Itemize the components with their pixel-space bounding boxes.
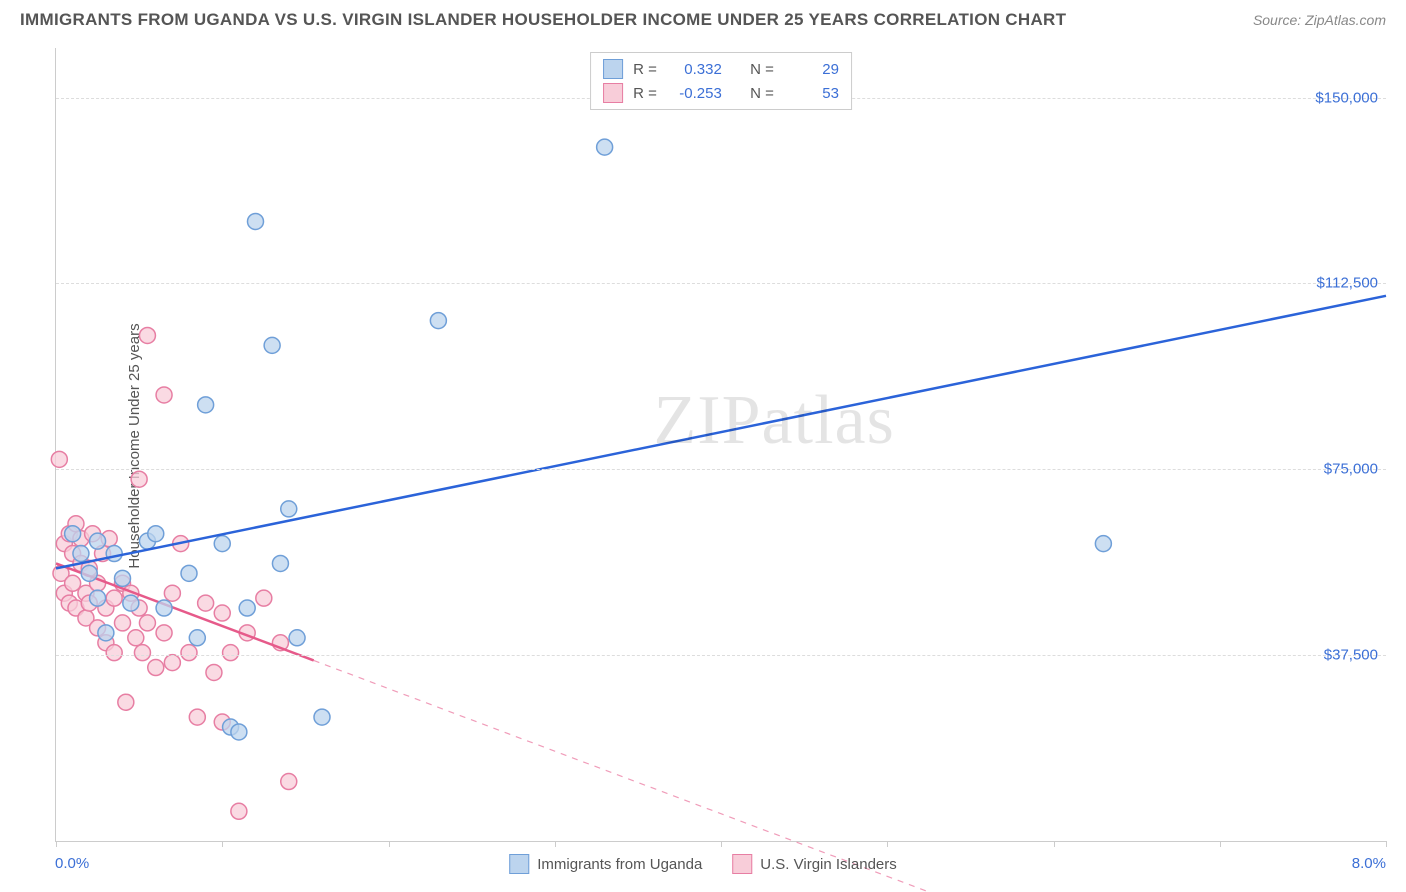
y-tick-label: $150,000 <box>1315 89 1378 106</box>
scatter-point-usvi <box>118 694 134 710</box>
n-label: N = <box>750 85 774 102</box>
scatter-point-usvi <box>206 664 222 680</box>
scatter-point-uganda <box>123 595 139 611</box>
swatch-uganda <box>509 854 529 874</box>
source-label: Source: ZipAtlas.com <box>1253 12 1386 28</box>
scatter-point-usvi <box>223 645 239 661</box>
r-value-uganda: 0.332 <box>667 61 722 78</box>
x-tick <box>389 841 390 847</box>
scatter-point-uganda <box>181 565 197 581</box>
scatter-point-usvi <box>128 630 144 646</box>
y-tick-label: $75,000 <box>1324 461 1378 478</box>
r-label: R = <box>633 61 657 78</box>
scatter-point-usvi <box>231 803 247 819</box>
scatter-point-usvi <box>156 387 172 403</box>
x-min-label: 0.0% <box>55 855 89 872</box>
x-tick <box>1054 841 1055 847</box>
scatter-point-uganda <box>1095 536 1111 552</box>
scatter-point-uganda <box>314 709 330 725</box>
scatter-point-usvi <box>156 625 172 641</box>
x-tick <box>1220 841 1221 847</box>
scatter-point-usvi <box>106 645 122 661</box>
n-label: N = <box>750 61 774 78</box>
scatter-point-usvi <box>214 605 230 621</box>
scatter-point-uganda <box>198 397 214 413</box>
gridline <box>56 283 1386 284</box>
r-value-usvi: -0.253 <box>667 85 722 102</box>
x-tick <box>1386 841 1387 847</box>
scatter-point-usvi <box>115 615 131 631</box>
scatter-point-uganda <box>248 213 264 229</box>
scatter-point-usvi <box>198 595 214 611</box>
swatch-usvi <box>603 83 623 103</box>
x-max-label: 8.0% <box>1352 855 1386 872</box>
gridline <box>56 469 1386 470</box>
scatter-point-usvi <box>164 655 180 671</box>
scatter-point-uganda <box>106 546 122 562</box>
scatter-point-uganda <box>264 337 280 353</box>
scatter-point-uganda <box>430 313 446 329</box>
scatter-point-usvi <box>139 327 155 343</box>
legend-row-usvi: R = -0.253 N = 53 <box>603 81 839 105</box>
x-tick <box>555 841 556 847</box>
scatter-point-uganda <box>281 501 297 517</box>
y-tick-label: $112,500 <box>1317 275 1378 292</box>
correlation-legend: R = 0.332 N = 29 R = -0.253 N = 53 <box>590 52 852 110</box>
scatter-point-uganda <box>156 600 172 616</box>
scatter-point-usvi <box>131 471 147 487</box>
scatter-point-usvi <box>189 709 205 725</box>
gridline <box>56 655 1386 656</box>
swatch-usvi <box>732 854 752 874</box>
chart-area: ZIPatlas R =0.332 N =29R =-0.253 N =53 $… <box>55 48 1386 842</box>
scatter-point-usvi <box>51 451 67 467</box>
scatter-point-usvi <box>256 590 272 606</box>
series-legend: Immigrants from Uganda U.S. Virgin Island… <box>509 854 897 874</box>
scatter-point-usvi <box>164 585 180 601</box>
x-tick <box>56 841 57 847</box>
scatter-point-uganda <box>189 630 205 646</box>
trend-line-uganda <box>56 296 1386 569</box>
series-legend-item-usvi: U.S. Virgin Islanders <box>732 854 896 874</box>
scatter-point-uganda <box>289 630 305 646</box>
scatter-point-uganda <box>65 526 81 542</box>
scatter-point-usvi <box>181 645 197 661</box>
scatter-point-uganda <box>81 565 97 581</box>
scatter-point-uganda <box>272 555 288 571</box>
header: IMMIGRANTS FROM UGANDA VS U.S. VIRGIN IS… <box>0 0 1406 38</box>
n-value-usvi: 53 <box>784 85 839 102</box>
x-tick <box>887 841 888 847</box>
scatter-point-uganda <box>73 546 89 562</box>
scatter-point-usvi <box>148 660 164 676</box>
scatter-point-uganda <box>148 526 164 542</box>
legend-row-uganda: R = 0.332 N = 29 <box>603 57 839 81</box>
chart-title: IMMIGRANTS FROM UGANDA VS U.S. VIRGIN IS… <box>20 10 1066 30</box>
scatter-point-uganda <box>214 536 230 552</box>
scatter-point-uganda <box>90 533 106 549</box>
series-legend-item-uganda: Immigrants from Uganda <box>509 854 702 874</box>
swatch-uganda <box>603 59 623 79</box>
n-value-uganda: 29 <box>784 61 839 78</box>
series-name-usvi: U.S. Virgin Islanders <box>760 856 896 873</box>
scatter-point-usvi <box>134 645 150 661</box>
scatter-plot-svg <box>56 48 1386 841</box>
series-name-uganda: Immigrants from Uganda <box>537 856 702 873</box>
scatter-point-uganda <box>597 139 613 155</box>
y-tick-label: $37,500 <box>1324 647 1378 664</box>
scatter-point-usvi <box>106 590 122 606</box>
scatter-point-uganda <box>239 600 255 616</box>
scatter-point-usvi <box>139 615 155 631</box>
x-tick <box>222 841 223 847</box>
scatter-point-uganda <box>231 724 247 740</box>
scatter-point-usvi <box>281 774 297 790</box>
scatter-point-uganda <box>90 590 106 606</box>
scatter-point-usvi <box>65 575 81 591</box>
r-label: R = <box>633 85 657 102</box>
scatter-point-uganda <box>115 570 131 586</box>
x-tick <box>721 841 722 847</box>
scatter-point-uganda <box>98 625 114 641</box>
